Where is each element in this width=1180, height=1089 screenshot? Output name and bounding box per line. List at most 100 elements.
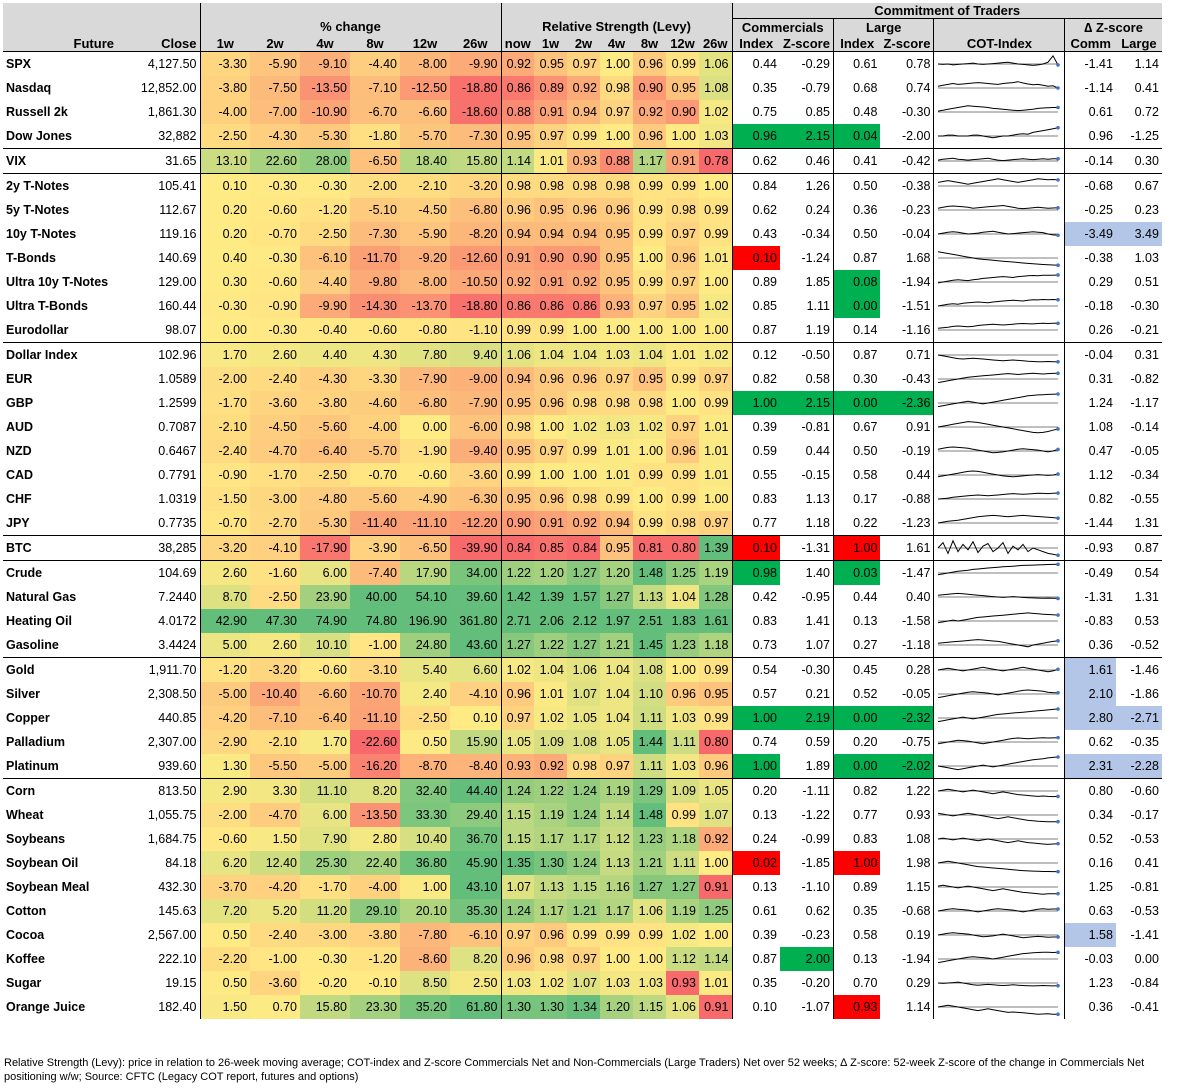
sparkline-last-dot (1056, 392, 1061, 396)
pct-change-4w: 28.00 (300, 148, 350, 174)
rel-strength-26w: 0.97 (699, 367, 733, 391)
cot-index-sparkline (933, 923, 1066, 947)
pct-change-2w: -2.40 (250, 923, 300, 947)
pct-change-26w: -18.80 (450, 294, 502, 318)
rel-strength-12w: 1.04 (666, 585, 699, 609)
pct-change-12w: 10.40 (400, 827, 450, 851)
pct-change-2w: 47.30 (250, 609, 300, 633)
rel-strength-26w: 0.99 (699, 222, 733, 246)
large-index: 0.82 (833, 778, 881, 803)
comm-zscore: -0.29 (780, 51, 834, 76)
pct-change-4w: -17.90 (300, 535, 350, 561)
pct-change-1w: -0.70 (200, 511, 250, 536)
pct-change-12w: -7.80 (400, 923, 450, 947)
pct-change-4w: -5.30 (300, 511, 350, 536)
rel-strength-2w: 0.97 (567, 51, 600, 76)
rel-strength-26w: 1.18 (699, 633, 733, 658)
pct-change-2w: 1.50 (250, 827, 300, 851)
pct-change-12w: -13.70 (400, 294, 450, 318)
rel-strength-12w: 1.25 (666, 560, 699, 585)
dz-comm: -0.25 (1064, 198, 1116, 222)
cot-index-sparkline (933, 778, 1066, 803)
comm-index: 1.00 (732, 706, 780, 730)
rel-strength-now: 2.71 (501, 609, 534, 633)
pct-change-4w: -5.00 (300, 754, 350, 779)
col-rs-now: now (501, 35, 534, 52)
cot-sparkline (938, 950, 1061, 964)
pct-change-12w: -4.50 (400, 198, 450, 222)
pct-change-4w: -4.30 (300, 367, 350, 391)
large-index: 0.00 (833, 754, 881, 779)
close-value: 3.4424 (117, 633, 201, 658)
dz-comm: 0.82 (1064, 487, 1116, 511)
rel-strength-4w: 1.16 (600, 875, 633, 899)
dz-large: -1.41 (1115, 923, 1162, 947)
rel-strength-12w: 1.00 (666, 124, 699, 149)
table-body: SPX 4,127.50 -3.30 -5.90 -9.10 -4.40 -8.00 -9.9… (3, 51, 1162, 1019)
comm-zscore: -0.81 (780, 415, 834, 439)
future-name: GBP (6, 396, 34, 410)
pct-change-2w: -7.00 (250, 100, 300, 124)
large-zscore: 0.28 (880, 657, 935, 682)
close-value: 104.69 (117, 560, 201, 585)
comm-index: 0.20 (732, 778, 780, 803)
pct-change-1w: 0.30 (200, 270, 250, 294)
pct-change-1w: 0.50 (200, 971, 250, 995)
large-zscore: 0.93 (880, 803, 935, 827)
comm-index: 0.12 (732, 342, 780, 367)
pct-change-1w: 2.60 (200, 560, 250, 585)
cot-sparkline (938, 707, 1061, 723)
cot-index-sparkline (933, 827, 1066, 851)
rel-strength-now: 1.15 (501, 803, 534, 827)
pct-change-8w: -4.00 (350, 875, 400, 899)
sparkline-path (938, 981, 1059, 987)
pct-change-12w: -4.90 (400, 487, 450, 511)
rel-strength-26w: 1.01 (699, 971, 733, 995)
dz-large: 0.51 (1115, 270, 1162, 294)
large-zscore: 0.71 (880, 342, 935, 367)
sparkline-path (938, 230, 1059, 236)
comm-zscore: 1.18 (780, 511, 834, 536)
comm-zscore: 0.85 (780, 100, 834, 124)
relative-strength-header: Relative Strength (Levy) (501, 18, 733, 35)
rel-strength-1w: 0.97 (534, 439, 567, 463)
comm-zscore: -1.31 (780, 535, 834, 561)
pct-change-8w: -3.30 (350, 367, 400, 391)
sparkline-last-dot (1056, 891, 1061, 896)
cot-sparkline (938, 812, 1061, 824)
pct-change-1w: 1.70 (200, 342, 250, 367)
sparkline-path (938, 666, 1059, 673)
rel-strength-now: 0.96 (501, 198, 534, 222)
rel-strength-26w: 0.80 (699, 730, 733, 754)
pct-change-4w: -0.30 (300, 173, 350, 198)
rel-strength-8w: 1.06 (633, 899, 666, 923)
pct-change-4w: 74.90 (300, 609, 350, 633)
close-value: 1,861.30 (117, 100, 201, 124)
rel-strength-26w: 1.00 (699, 487, 733, 511)
rel-strength-12w: 1.19 (666, 899, 699, 923)
header-blank-rs (501, 3, 733, 19)
cot-index-sparkline (933, 367, 1066, 391)
rel-strength-2w: 1.07 (567, 971, 600, 995)
comm-zscore: 1.19 (780, 318, 834, 343)
rel-strength-12w: 0.97 (666, 270, 699, 294)
cot-sparkline (938, 204, 1061, 211)
pct-change-12w: -5.70 (400, 124, 450, 149)
comm-zscore: 2.15 (780, 391, 834, 415)
large-zscore: 1.22 (880, 778, 935, 803)
large-index: 0.00 (833, 391, 881, 415)
rel-strength-2w: 0.97 (567, 947, 600, 971)
dz-large: 0.67 (1115, 173, 1162, 198)
comm-index: 0.84 (732, 173, 780, 198)
large-zscore: -1.94 (880, 270, 935, 294)
pct-change-2w: 22.60 (250, 148, 300, 174)
dz-large: 0.23 (1115, 198, 1162, 222)
comm-index: 1.00 (732, 391, 780, 415)
large-index: 0.87 (833, 246, 881, 270)
pct-change-2w: -0.90 (250, 294, 300, 318)
pct-change-12w: 2.40 (400, 682, 450, 706)
pct-change-26w: -10.50 (450, 270, 502, 294)
large-index: 0.30 (833, 367, 881, 391)
sparkline-path (938, 178, 1059, 185)
rel-strength-2w: 1.27 (567, 560, 600, 585)
